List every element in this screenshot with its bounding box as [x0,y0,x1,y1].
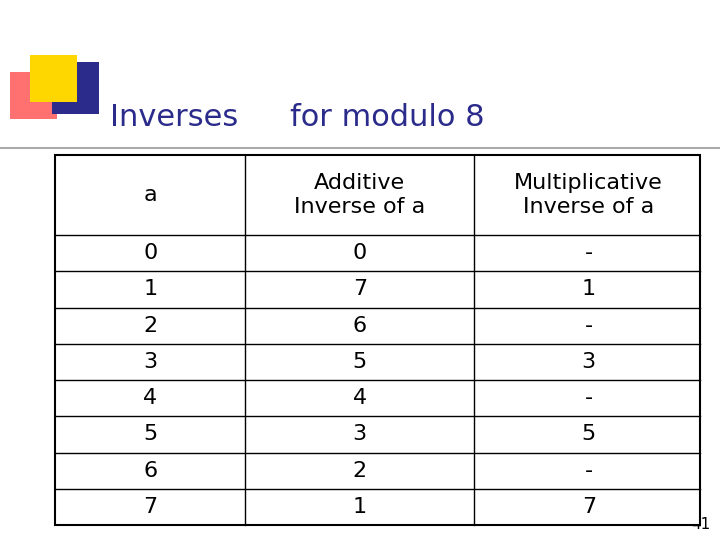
Text: 2: 2 [143,315,157,336]
Text: -: - [585,461,593,481]
Text: 1: 1 [582,279,596,299]
Text: 7: 7 [353,279,366,299]
Text: 3: 3 [582,352,596,372]
Bar [30,55,77,102]
Text: 3: 3 [143,352,157,372]
Text: 6: 6 [143,461,157,481]
Text: 7: 7 [582,497,596,517]
Text: 7: 7 [143,497,157,517]
Text: Inverses: Inverses [110,104,238,132]
Text: Additive
Inverse of a: Additive Inverse of a [294,173,426,217]
Text: -: - [585,315,593,336]
Text: 1: 1 [143,279,157,299]
Bar [55,155,700,525]
Text: Multiplicative
Inverse of a: Multiplicative Inverse of a [514,173,663,217]
Text: 4: 4 [353,388,366,408]
Text: for modulo 8: for modulo 8 [290,104,485,132]
Text: 1: 1 [353,497,366,517]
Text: a: a [143,185,157,205]
Text: 2: 2 [353,461,366,481]
Text: 5: 5 [582,424,596,444]
Text: 41: 41 [690,517,710,532]
Bar [10,72,57,119]
Text: 3: 3 [353,424,366,444]
Text: 4: 4 [143,388,157,408]
Text: 0: 0 [143,243,157,263]
Bar [52,62,99,114]
Text: 5: 5 [353,352,367,372]
Text: 6: 6 [353,315,366,336]
Text: -: - [585,243,593,263]
Text: 0: 0 [353,243,367,263]
Text: 5: 5 [143,424,157,444]
Text: -: - [585,388,593,408]
